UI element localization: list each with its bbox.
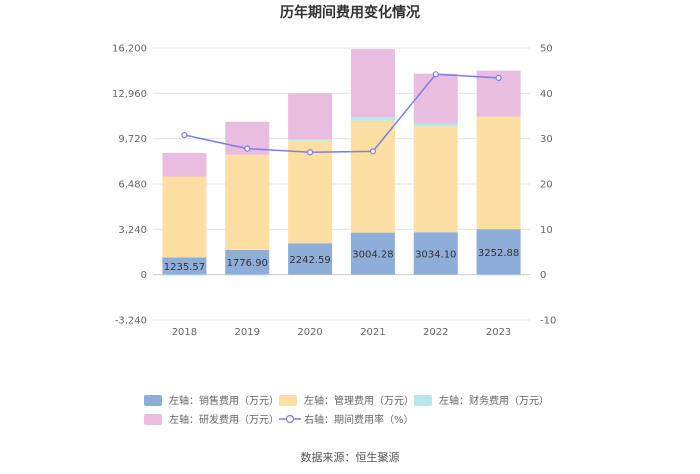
bar-2018-series-2: [162, 274, 207, 276]
x-axis: 2018 2019 2020 2021 2022 2023: [172, 327, 512, 338]
source-note: 数据来源：恒生聚源: [301, 450, 400, 464]
bar-2018-series-0: [162, 257, 207, 275]
right-axis-tick-label: 20: [540, 180, 553, 191]
bar-2022-series-2: [413, 123, 458, 127]
left-axis-tick-label: 3,240: [118, 225, 147, 236]
legend-label: 右轴：期间费用率（%）: [304, 413, 414, 426]
data-label-2020: 2242.59: [289, 255, 330, 266]
left-axis-tick-label: 12,960: [112, 89, 147, 100]
bar-2019-series-2: [225, 274, 270, 276]
legend-label: 左轴：销售费用（万元）: [169, 394, 279, 407]
bar-2023-series-0: [476, 229, 521, 275]
data-label-2023: 3252.88: [478, 248, 519, 259]
ratio-line-series: [181, 71, 502, 156]
ratio-point-2023: [495, 74, 502, 82]
data-label-2022: 3034.10: [415, 249, 456, 260]
data-label-2018: 1235.57: [164, 262, 205, 273]
legend-label: 左轴：财务费用（万元）: [439, 394, 549, 407]
bar-2020-series-0: [288, 243, 333, 275]
bar-2020-series-2: [288, 139, 333, 141]
x-axis-label-2021: 2021: [360, 327, 385, 338]
bar-2019-series-0: [225, 249, 270, 275]
legend-item-2[interactable]: 左轴：财务费用（万元）: [414, 394, 549, 407]
ratio-point-2022: [432, 71, 439, 78]
right-axis-tick-label: -10: [540, 316, 556, 327]
legend-item-0[interactable]: 左轴：销售费用（万元）: [144, 394, 279, 407]
x-axis-label-2018: 2018: [172, 327, 197, 338]
legend-swatch: [144, 414, 162, 425]
bar-2022-series-1: [413, 126, 458, 233]
right-axis-tick-label: 10: [540, 225, 553, 236]
right-axis-tick-label: 50: [540, 44, 553, 55]
ratio-point-2018: [181, 131, 188, 139]
bar-2019-series-1: [225, 154, 270, 250]
left-axis: -3,240 0 3,240 6,480 9,720 12,960 16,200: [112, 44, 147, 327]
bar-2023-series-2: [476, 274, 521, 276]
legend-item-1[interactable]: 左轴：管理费用（万元）: [279, 394, 414, 407]
bar-2022-series-0: [413, 232, 458, 275]
chart-title: 历年期间费用变化情况: [280, 4, 420, 21]
left-axis-tick-label: 6,480: [118, 180, 147, 191]
legend-item-3[interactable]: 左轴：研发费用（万元）: [144, 413, 279, 426]
data-label-2019: 1776.90: [227, 258, 268, 269]
bar-2018-series-3: [162, 153, 207, 177]
x-axis-label-2022: 2022: [423, 327, 448, 338]
bar-2022-series-3: [413, 73, 458, 124]
right-axis-tick-label: 0: [540, 270, 546, 281]
right-axis-tick-label: 30: [540, 134, 553, 145]
ratio-point-2021: [369, 148, 377, 155]
bars: [162, 49, 521, 276]
bar-2021-series-2: [350, 117, 395, 121]
legend-label: 左轴：管理费用（万元）: [304, 394, 414, 407]
left-axis-tick-label: -3,240: [115, 316, 147, 327]
ratio-point-2020: [306, 149, 314, 156]
x-axis-label-2020: 2020: [297, 327, 322, 338]
bar-2021-series-1: [350, 120, 395, 233]
bar-2021-series-3: [350, 49, 395, 118]
bar-2020-series-1: [288, 140, 333, 244]
legend-marker: [285, 414, 295, 424]
data-label-2021: 3004.28: [352, 250, 393, 261]
right-axis-tick-label: 40: [540, 89, 553, 100]
legend-swatch: [414, 395, 432, 406]
gridlines: [153, 47, 530, 321]
left-axis-tick-label: 9,720: [118, 134, 147, 145]
left-axis-tick-label: 16,200: [112, 44, 147, 55]
legend-item-4[interactable]: 右轴：期间费用率（%）: [279, 413, 414, 426]
left-axis-tick-label: 0: [141, 270, 147, 281]
right-axis: -10 0 10 20 30 40 50: [540, 44, 556, 327]
ratio-line: [184, 73, 499, 154]
bar-2023-series-1: [476, 116, 521, 230]
x-axis-label-2019: 2019: [235, 327, 260, 338]
x-axis-label-2023: 2023: [486, 327, 511, 338]
bar-2020-series-3: [288, 93, 333, 140]
ratio-point-2019: [244, 145, 251, 152]
legend-swatch: [144, 395, 162, 406]
legend-label: 左轴：研发费用（万元）: [169, 413, 279, 426]
bar-data-labels: 1235.57 1776.90 2242.59 3004.28 3034.10 3252.…: [164, 248, 520, 273]
bar-2021-series-0: [350, 232, 395, 275]
legend[interactable]: 左轴：销售费用（万元） 左轴：管理费用（万元） 左轴：财务费用（万元） 左轴：研发费用…: [144, 394, 549, 426]
legend-swatch: [279, 395, 297, 406]
bar-2018-series-1: [162, 176, 207, 258]
